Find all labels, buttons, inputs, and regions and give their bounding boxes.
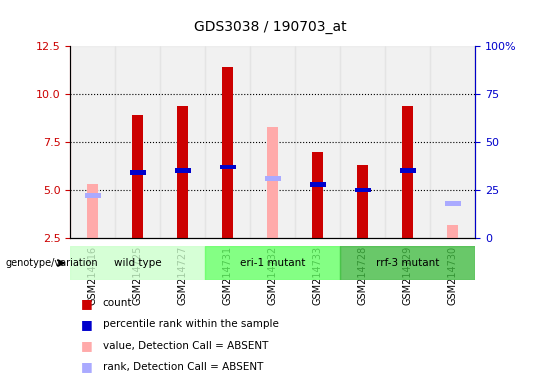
Text: value, Detection Call = ABSENT: value, Detection Call = ABSENT	[103, 341, 268, 351]
Bar	[70, 46, 115, 238]
Bar	[430, 46, 475, 238]
Bar	[132, 115, 143, 238]
Bar	[267, 127, 278, 238]
Text: ■: ■	[80, 297, 92, 310]
Bar	[265, 176, 281, 181]
Bar	[205, 246, 340, 280]
Text: percentile rank within the sample: percentile rank within the sample	[103, 319, 279, 329]
Bar	[130, 170, 146, 175]
Bar	[295, 46, 340, 238]
Bar	[447, 225, 458, 238]
Bar	[85, 194, 100, 198]
Bar	[385, 46, 430, 238]
Text: eri-1 mutant: eri-1 mutant	[240, 258, 306, 268]
Bar	[340, 46, 385, 238]
Text: ■: ■	[80, 360, 92, 373]
Bar	[445, 201, 461, 206]
Bar	[357, 165, 368, 238]
Bar	[340, 246, 475, 280]
Text: ■: ■	[80, 339, 92, 352]
Bar	[355, 188, 370, 192]
Text: rank, Detection Call = ABSENT: rank, Detection Call = ABSENT	[103, 362, 263, 372]
Bar	[310, 182, 326, 187]
Bar	[160, 46, 205, 238]
Text: genotype/variation: genotype/variation	[5, 258, 98, 268]
Bar	[115, 46, 160, 238]
Bar	[402, 106, 413, 238]
Bar	[205, 46, 250, 238]
Text: count: count	[103, 298, 132, 308]
Bar	[70, 246, 205, 280]
Bar	[222, 67, 233, 238]
Bar	[220, 165, 235, 169]
Bar	[400, 169, 416, 173]
Text: ■: ■	[80, 318, 92, 331]
Bar	[250, 46, 295, 238]
Text: wild type: wild type	[114, 258, 161, 268]
Text: GDS3038 / 190703_at: GDS3038 / 190703_at	[194, 20, 346, 34]
Bar	[87, 184, 98, 238]
Bar	[312, 152, 323, 238]
Text: rrf-3 mutant: rrf-3 mutant	[376, 258, 440, 268]
Bar	[177, 106, 188, 238]
Bar	[175, 169, 191, 173]
